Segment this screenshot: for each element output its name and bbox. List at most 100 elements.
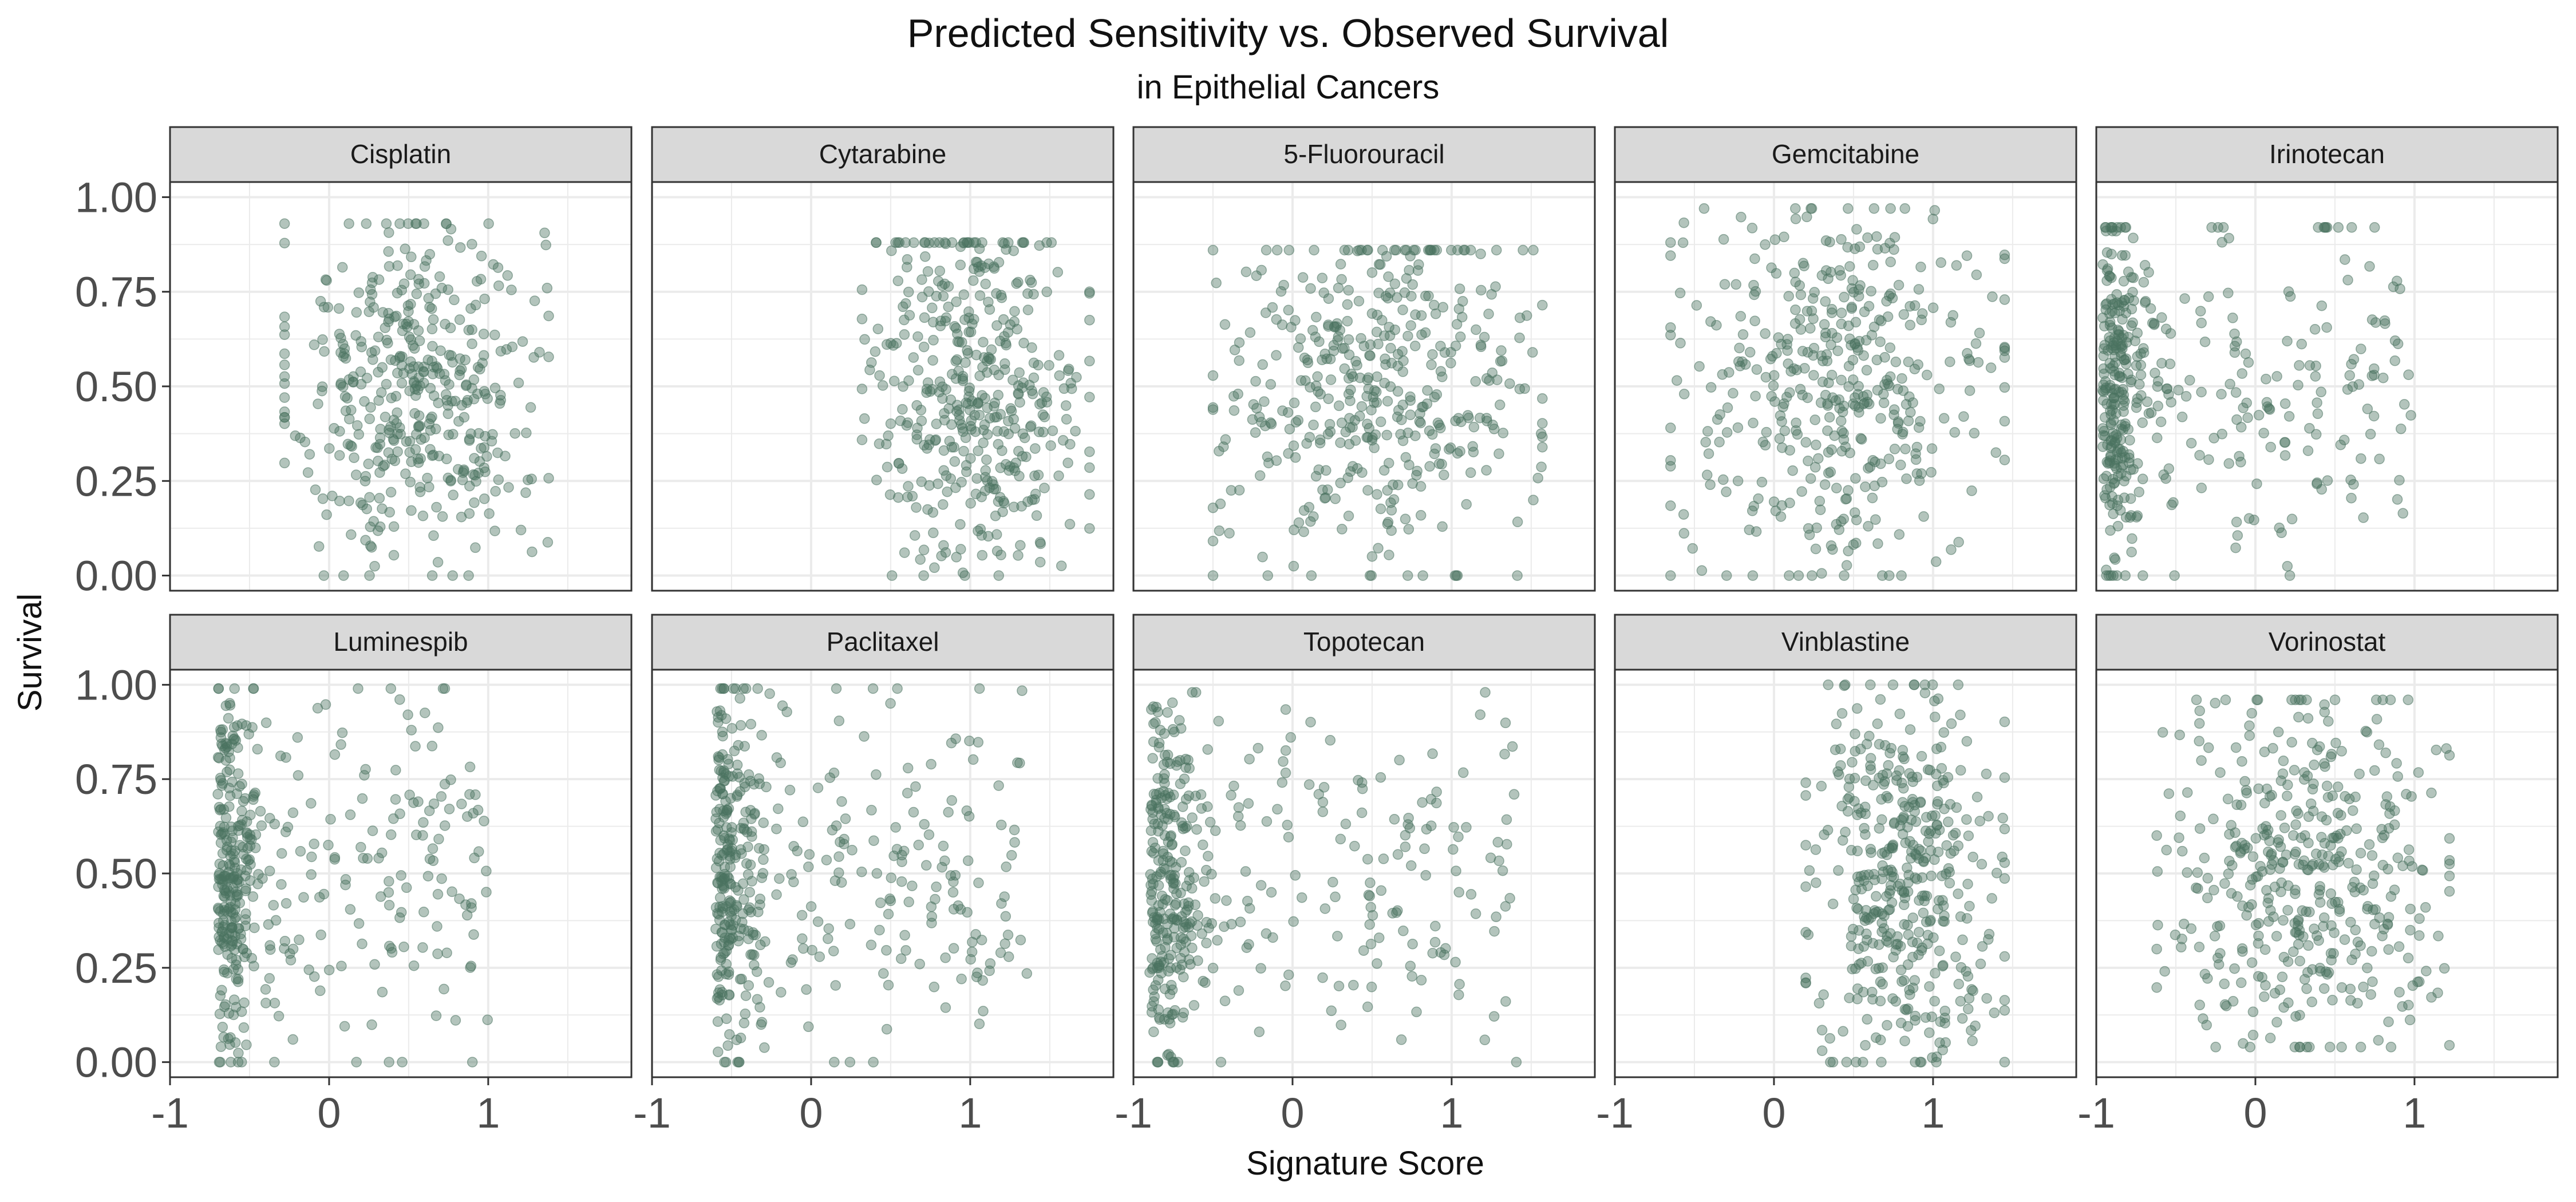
data-point bbox=[1370, 386, 1382, 397]
data-point bbox=[520, 487, 531, 499]
data-point bbox=[1850, 728, 1860, 740]
data-point bbox=[903, 375, 914, 386]
data-point bbox=[252, 744, 263, 755]
data-point bbox=[1226, 790, 1236, 801]
data-point bbox=[993, 438, 1004, 450]
data-point bbox=[2105, 525, 2116, 536]
data-point bbox=[763, 977, 775, 988]
data-point bbox=[1475, 341, 1487, 353]
data-point bbox=[2268, 911, 2279, 922]
data-point bbox=[962, 237, 973, 248]
data-point bbox=[2131, 360, 2142, 371]
data-point bbox=[941, 312, 952, 323]
data-point bbox=[2302, 445, 2314, 456]
data-point bbox=[1375, 503, 1386, 515]
data-point bbox=[1838, 428, 1849, 439]
data-point bbox=[464, 480, 475, 492]
data-point bbox=[870, 346, 881, 357]
data-point bbox=[729, 745, 740, 757]
data-point bbox=[1261, 928, 1272, 939]
data-point bbox=[1903, 356, 1914, 367]
data-point bbox=[501, 344, 512, 355]
data-point bbox=[2182, 787, 2193, 798]
data-point bbox=[725, 861, 736, 872]
data-point bbox=[1938, 727, 1949, 738]
data-point bbox=[1455, 331, 1466, 342]
data-point bbox=[1344, 438, 1355, 450]
data-point bbox=[1989, 1007, 2000, 1018]
data-point bbox=[1013, 445, 1024, 457]
data-point bbox=[983, 531, 994, 542]
data-point bbox=[1213, 715, 1224, 727]
data-point bbox=[1824, 412, 1835, 423]
data-point bbox=[1949, 427, 1960, 438]
data-point bbox=[1802, 347, 1814, 358]
data-point bbox=[1483, 309, 1494, 319]
data-point bbox=[796, 910, 808, 921]
data-point bbox=[2192, 867, 2203, 878]
data-point bbox=[978, 425, 989, 436]
data-point bbox=[2208, 884, 2219, 896]
data-point bbox=[1411, 470, 1422, 481]
data-point bbox=[329, 854, 340, 865]
data-point bbox=[1501, 814, 1512, 825]
data-point bbox=[2109, 351, 2120, 362]
data-point bbox=[1504, 378, 1515, 389]
data-point bbox=[1148, 736, 1159, 748]
data-point bbox=[444, 379, 455, 390]
data-point bbox=[1999, 342, 2010, 353]
data-point bbox=[1393, 405, 1404, 416]
data-point bbox=[1961, 736, 1973, 747]
data-point bbox=[1371, 397, 1382, 408]
data-point bbox=[1248, 399, 1259, 410]
data-point bbox=[1678, 217, 1689, 228]
data-point bbox=[1034, 537, 1046, 548]
data-point bbox=[453, 464, 464, 475]
data-point bbox=[2374, 912, 2385, 923]
data-point bbox=[1802, 392, 1813, 404]
data-point bbox=[743, 769, 754, 780]
data-point bbox=[2332, 781, 2344, 792]
data-point bbox=[2348, 354, 2360, 365]
data-point bbox=[2238, 1038, 2249, 1049]
data-point bbox=[1882, 311, 1894, 322]
data-point bbox=[2229, 347, 2241, 358]
data-point bbox=[404, 363, 415, 374]
data-point bbox=[268, 900, 279, 911]
data-point bbox=[1865, 679, 1876, 690]
facet-panel: Irinotecan bbox=[2095, 126, 2559, 592]
data-point bbox=[402, 709, 413, 721]
data-point bbox=[1488, 1011, 1500, 1022]
data-point bbox=[1518, 244, 1528, 256]
data-point bbox=[2116, 372, 2128, 383]
data-point bbox=[1219, 319, 1231, 330]
data-point bbox=[938, 840, 949, 852]
facet-strip-label: 5-Fluorouracil bbox=[1283, 139, 1444, 169]
data-point bbox=[738, 894, 749, 905]
data-point bbox=[1424, 461, 1435, 472]
data-point bbox=[388, 434, 399, 445]
data-point bbox=[543, 310, 554, 322]
data-point bbox=[969, 263, 979, 274]
data-point bbox=[1373, 543, 1384, 554]
data-point bbox=[930, 435, 941, 446]
x-tick-label: -1 bbox=[1115, 1089, 1152, 1137]
data-point bbox=[468, 929, 479, 940]
data-point bbox=[236, 718, 247, 729]
data-point bbox=[1887, 292, 1898, 304]
data-point bbox=[340, 879, 351, 891]
data-point bbox=[2364, 261, 2375, 272]
data-point bbox=[745, 718, 757, 730]
data-point bbox=[743, 904, 754, 915]
data-point bbox=[1840, 827, 1851, 837]
data-point bbox=[1185, 959, 1196, 970]
data-point bbox=[736, 848, 747, 859]
data-point bbox=[1054, 370, 1065, 381]
data-point bbox=[248, 789, 259, 800]
data-point bbox=[1013, 550, 1024, 561]
data-point bbox=[1730, 279, 1741, 290]
data-point bbox=[1790, 304, 1801, 315]
data-point bbox=[1532, 472, 1543, 484]
data-point bbox=[2226, 888, 2237, 899]
